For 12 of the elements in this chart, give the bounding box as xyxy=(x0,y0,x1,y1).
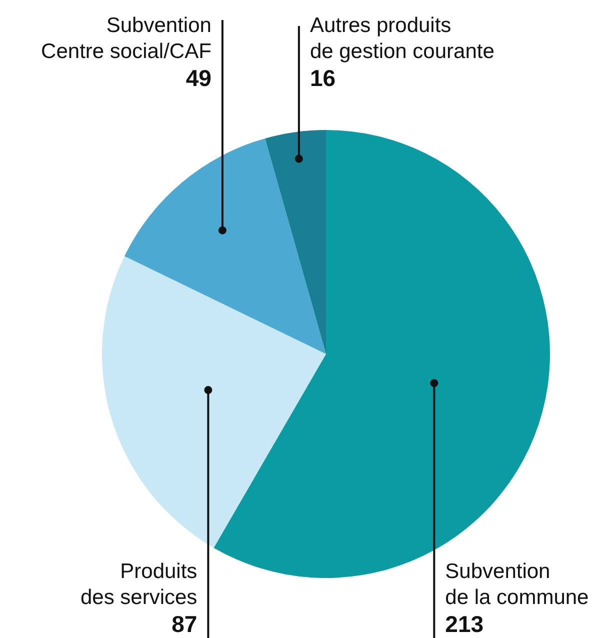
pie-slice xyxy=(102,256,326,548)
pie-slice xyxy=(214,130,550,578)
slice-label: Produits des services xyxy=(80,560,198,609)
data-label: 87 xyxy=(172,611,198,637)
pie-slice xyxy=(265,130,326,354)
slice-label: Subvention Centre social/CAF xyxy=(41,14,212,63)
data-label: 16 xyxy=(310,65,336,91)
pie-slice xyxy=(124,138,326,354)
slice-label: Subvention de la commune xyxy=(445,560,589,609)
data-label: 49 xyxy=(186,65,212,91)
data-label: 213 xyxy=(445,611,484,637)
slice-label: Autres produits de gestion courante xyxy=(310,14,494,63)
